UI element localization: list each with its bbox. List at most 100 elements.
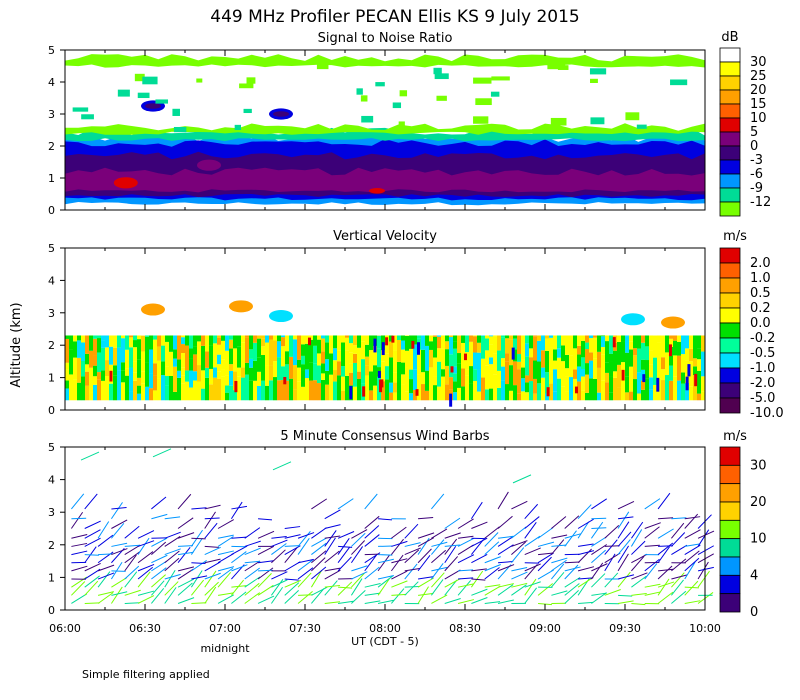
- velocity-cell: [477, 352, 482, 370]
- velocity-cell: [673, 340, 678, 356]
- velocity-cell: [525, 392, 530, 401]
- velocity-cell: [405, 391, 410, 401]
- colorbar-swatch: [719, 337, 741, 354]
- colorbar-label: 0: [750, 605, 758, 620]
- velocity-cell: [161, 375, 166, 401]
- velocity-cell: [325, 384, 330, 401]
- wind-barb: [377, 554, 391, 572]
- velocity-cell: [613, 350, 618, 372]
- velocity-cell: [641, 389, 646, 401]
- snr-cell: [117, 89, 130, 97]
- wind-barb: [231, 505, 248, 510]
- velocity-cell: [269, 339, 274, 366]
- velocity-cell: [656, 377, 660, 392]
- velocity-cell: [445, 365, 450, 385]
- velocity-cell: [293, 389, 298, 401]
- snr-band: [65, 54, 705, 68]
- velocity-cell: [69, 374, 74, 401]
- velocity-cell: [513, 338, 518, 350]
- velocity-cell: [433, 357, 438, 377]
- velocity-cell: [237, 346, 242, 368]
- velocity-cell: [345, 350, 350, 376]
- velocity-cell: [117, 347, 122, 371]
- velocity-cell: [221, 369, 226, 377]
- velocity-y-axis: 0 1 2 3 4 5: [48, 242, 65, 417]
- velocity-cell: [493, 335, 498, 337]
- velocity-cell: [165, 335, 170, 342]
- velocity-cell: [669, 335, 674, 339]
- velocity-cell: [441, 376, 446, 401]
- velocity-cell: [401, 349, 406, 363]
- velocity-cell: [489, 357, 494, 365]
- velocity-cell: [397, 361, 402, 378]
- snr-cell: [316, 62, 329, 70]
- velocity-cell: [65, 338, 70, 363]
- velocity-cell: [409, 379, 414, 394]
- velocity-cell: [625, 335, 630, 337]
- wind-barb: [351, 590, 366, 604]
- wind-barb: [671, 544, 688, 556]
- wind-barb: [644, 498, 661, 510]
- velocity-cell: [257, 338, 262, 358]
- velocity-cell: [281, 346, 286, 367]
- velocity-cell: [85, 385, 90, 401]
- wind-barb: [631, 602, 646, 606]
- velocity-cell: [289, 335, 294, 357]
- velocity-cell: [517, 354, 522, 362]
- velocity-cell: [477, 391, 482, 401]
- velocity-cell: [137, 335, 142, 340]
- velocity-cell: [533, 360, 538, 379]
- velocity-cell: [561, 386, 566, 401]
- velocity-cell: [573, 369, 578, 379]
- velocity-cell: [153, 375, 158, 391]
- velocity-cell: [557, 348, 562, 358]
- y-tick-label: 3: [48, 108, 55, 121]
- velocity-cell: [313, 345, 318, 364]
- velocity-cell: [613, 377, 618, 401]
- velocity-cell: [301, 386, 306, 401]
- wind-barb: [484, 584, 501, 588]
- velocity-cell: [201, 335, 206, 346]
- velocity-cell: [361, 359, 366, 384]
- wind-barb: [284, 579, 301, 588]
- wind-barb: [324, 550, 340, 564]
- wind-barb: [511, 541, 526, 555]
- colorbar-swatch: [719, 145, 741, 161]
- snr-cell: [490, 91, 500, 97]
- velocity-cell: [601, 354, 606, 381]
- velocity-feature: [141, 303, 165, 316]
- velocity-cell: [373, 338, 377, 353]
- snr-cell: [473, 77, 492, 84]
- wind-barb: [404, 542, 421, 547]
- velocity-cell: [165, 376, 170, 386]
- wind-barb: [311, 588, 325, 604]
- wind-barb: [191, 560, 207, 572]
- snr-cell: [473, 116, 489, 124]
- colorbar-label: -3: [750, 153, 763, 168]
- velocity-cell: [377, 376, 382, 401]
- velocity-cell: [687, 364, 691, 377]
- colorbar-label: -10.0: [750, 406, 784, 421]
- velocity-cell: [77, 335, 82, 341]
- wind-barb: [151, 554, 168, 564]
- wind-barb: [524, 522, 537, 539]
- wind-barb: [204, 546, 221, 556]
- velocity-cell: [85, 353, 90, 365]
- snr-plot-area: [65, 54, 705, 206]
- velocity-feature: [661, 316, 685, 329]
- x-tick-label: 06:00: [49, 622, 81, 635]
- velocity-cell: [273, 361, 278, 378]
- snr-cell: [314, 128, 322, 134]
- velocity-cell: [153, 339, 158, 364]
- velocity-cell: [689, 348, 694, 362]
- velocity-cell: [541, 350, 546, 368]
- velocity-cell: [93, 365, 98, 377]
- velocity-cell: [265, 365, 270, 386]
- wind-barb: [111, 570, 126, 572]
- velocity-cell: [225, 385, 230, 393]
- wind-barb: [258, 518, 273, 521]
- colorbar-label: 0.5: [750, 286, 771, 301]
- wind-barb: [84, 602, 100, 604]
- velocity-cell: [93, 335, 98, 339]
